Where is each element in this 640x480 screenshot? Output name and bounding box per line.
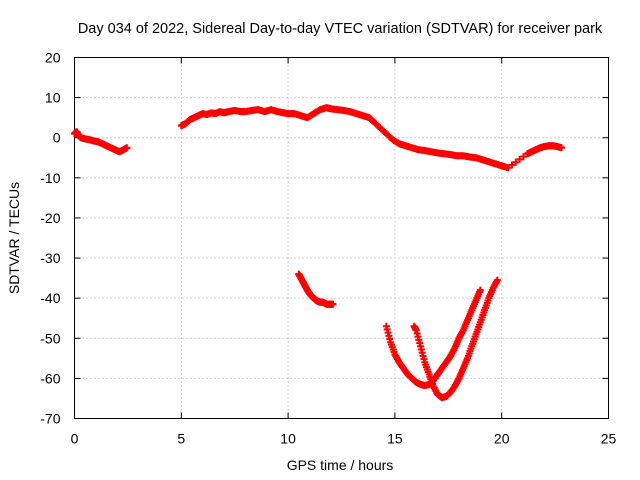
y-tick-label: -20 <box>40 210 60 226</box>
data-point <box>504 164 512 172</box>
y-tick-label: -30 <box>40 250 60 266</box>
y-tick-label: 10 <box>45 90 61 106</box>
plot-frame <box>74 57 609 419</box>
data-points <box>71 104 566 402</box>
x-tick-label: 0 <box>71 431 79 447</box>
data-point <box>476 286 484 294</box>
chart-title: Day 034 of 2022, Sidereal Day-to-day VTE… <box>78 21 603 37</box>
y-tick-labels: 20 10 0 -10 -20 -30 -40 -50 -60 -70 <box>40 50 60 427</box>
y-tick-label: -40 <box>40 290 60 306</box>
x-tick-label: 15 <box>387 431 403 447</box>
x-tick-label: 5 <box>177 431 185 447</box>
axis-ticks <box>74 57 609 419</box>
data-point <box>329 300 337 308</box>
data-point <box>123 144 131 152</box>
y-tick-label: -10 <box>40 170 60 186</box>
y-tick-label: -50 <box>40 330 60 346</box>
x-tick-label: 10 <box>280 431 296 447</box>
data-point <box>508 161 516 169</box>
series-arc-b <box>382 286 484 390</box>
data-point <box>516 155 524 163</box>
data-point <box>512 158 520 166</box>
data-point <box>493 276 501 284</box>
x-tick-labels: 0 5 10 15 20 25 <box>71 431 617 447</box>
data-point <box>519 153 527 161</box>
series-arc-a <box>295 270 337 308</box>
x-tick-label: 20 <box>494 431 510 447</box>
series-upper-track <box>71 104 566 172</box>
grid-lines <box>74 57 609 419</box>
y-tick-label: 0 <box>53 130 61 146</box>
y-tick-label: 20 <box>45 50 61 66</box>
x-axis-title: GPS time / hours <box>287 457 394 473</box>
y-axis-title: SDTVAR / TECUs <box>6 182 22 294</box>
series-arc-c <box>410 276 501 402</box>
y-tick-label: -70 <box>40 411 60 427</box>
data-point <box>558 144 566 152</box>
y-tick-label: -60 <box>40 370 60 386</box>
x-tick-label: 25 <box>601 431 617 447</box>
